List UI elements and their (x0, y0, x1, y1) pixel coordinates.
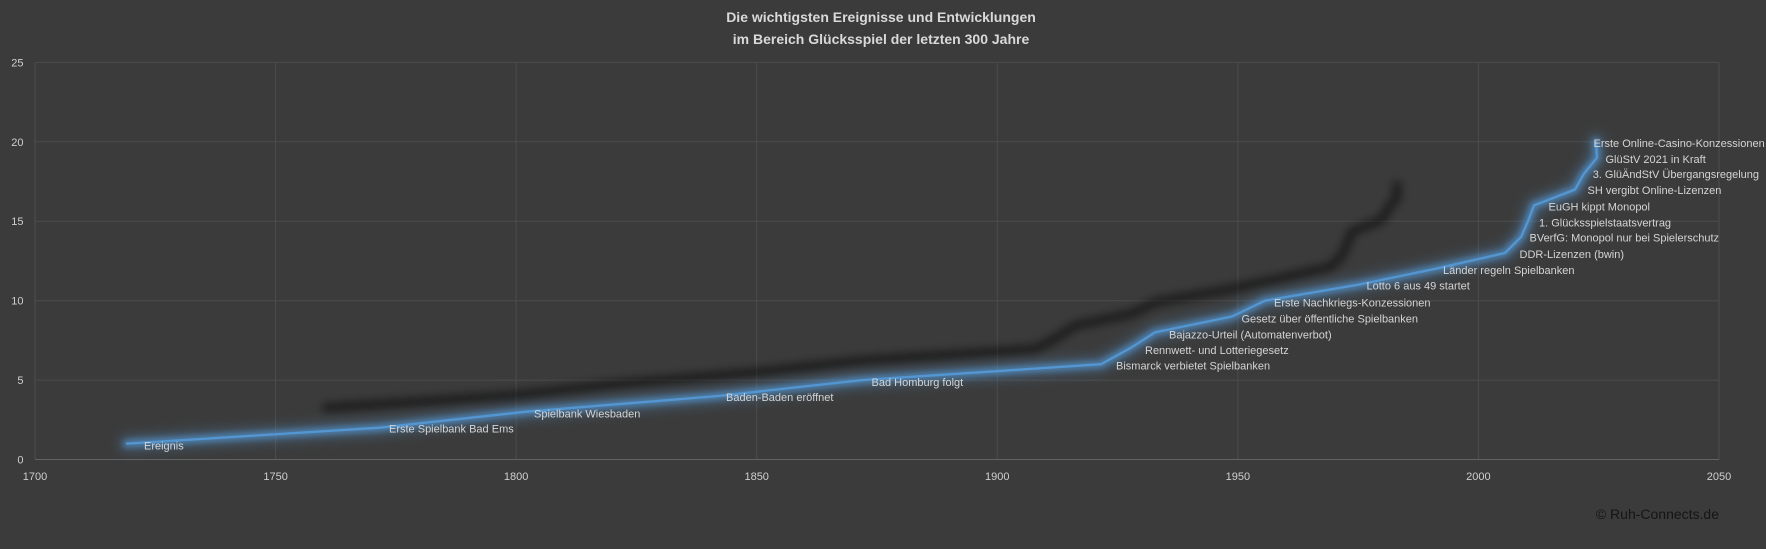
svg-text:Erste Nachkriegs-Konzessionen: Erste Nachkriegs-Konzessionen (1274, 297, 1431, 309)
svg-text:Bajazzo-Urteil (Automatenverbo: Bajazzo-Urteil (Automatenverbot) (1169, 330, 1332, 342)
svg-text:DDR-Lizenzen (bwin): DDR-Lizenzen (bwin) (1520, 249, 1625, 261)
svg-text:BVerfG: Monopol nur bei Spiele: BVerfG: Monopol nur bei Spielerschutz (1530, 233, 1720, 245)
svg-text:Gesetz über öffentliche Spielb: Gesetz über öffentliche Spielbanken (1242, 313, 1419, 325)
svg-text:1800: 1800 (504, 471, 528, 483)
svg-text:Ereignis: Ereignis (144, 440, 184, 452)
svg-text:2050: 2050 (1707, 471, 1731, 483)
svg-text:2000: 2000 (1466, 471, 1490, 483)
svg-text:0: 0 (17, 455, 23, 467)
svg-text:Die wichtigsten Ereignisse und: Die wichtigsten Ereignisse und Entwicklu… (726, 9, 1036, 25)
svg-text:3. GlüÄndStV Übergangsregelung: 3. GlüÄndStV Übergangsregelung (1593, 169, 1759, 181)
svg-text:Bismarck verbietet Spielbanken: Bismarck verbietet Spielbanken (1116, 360, 1270, 372)
svg-text:1850: 1850 (744, 471, 768, 483)
svg-text:Lotto 6 aus 49 startet: Lotto 6 aus 49 startet (1367, 281, 1470, 293)
svg-text:25: 25 (11, 57, 23, 69)
svg-text:5: 5 (17, 375, 23, 387)
svg-text:1750: 1750 (263, 471, 287, 483)
svg-text:Baden-Baden eröffnet: Baden-Baden eröffnet (726, 392, 833, 404)
svg-text:© Ruh-Connects.de: © Ruh-Connects.de (1596, 506, 1719, 522)
svg-text:1700: 1700 (23, 471, 47, 483)
svg-text:20: 20 (11, 137, 23, 149)
svg-text:EuGH kippt Monopol: EuGH kippt Monopol (1549, 202, 1651, 214)
svg-text:Spielbank Wiesbaden: Spielbank Wiesbaden (534, 408, 640, 420)
svg-text:Erste Online-Casino-Konzession: Erste Online-Casino-Konzessionen (1594, 138, 1765, 150)
svg-text:1900: 1900 (985, 471, 1009, 483)
svg-text:GlüStV 2021 in Kraft: GlüStV 2021 in Kraft (1606, 154, 1706, 166)
svg-text:Bad Homburg folgt: Bad Homburg folgt (872, 377, 964, 389)
svg-text:Erste Spielbank Bad Ems: Erste Spielbank Bad Ems (389, 424, 514, 436)
svg-text:15: 15 (11, 216, 23, 228)
svg-text:Länder regeln Spielbanken: Länder regeln Spielbanken (1443, 265, 1575, 277)
svg-text:1. Glücksspielstaatsvertrag: 1. Glücksspielstaatsvertrag (1539, 217, 1671, 229)
svg-text:10: 10 (11, 296, 23, 308)
svg-text:SH vergibt Online-Lizenzen: SH vergibt Online-Lizenzen (1588, 185, 1722, 197)
svg-text:1950: 1950 (1226, 471, 1250, 483)
svg-text:im Bereich Glücksspiel der let: im Bereich Glücksspiel der letzten 300 J… (733, 31, 1030, 47)
svg-text:Rennwett- und Lotteriegesetz: Rennwett- und Lotteriegesetz (1145, 345, 1289, 357)
